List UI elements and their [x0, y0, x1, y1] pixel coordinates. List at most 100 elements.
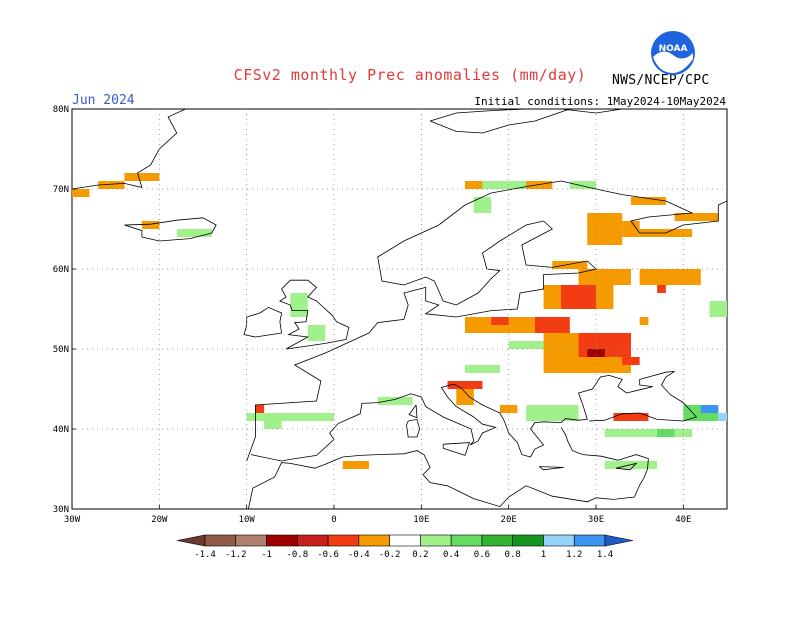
- lon-label: 10W: [239, 515, 256, 525]
- colorbar-label: 0.8: [505, 550, 521, 560]
- lat-label: 30N: [53, 505, 69, 515]
- anomaly-cell: [587, 349, 605, 357]
- coastline: [71, 108, 186, 190]
- anomaly-cell: [700, 405, 719, 413]
- anomaly-cell: [526, 405, 579, 421]
- colorbar-segment: [543, 534, 575, 547]
- colorbar-segment: [266, 534, 298, 547]
- colorbar-segment: [358, 534, 390, 547]
- logo-text: NOAA: [659, 44, 688, 54]
- coastline: [248, 427, 649, 510]
- anomaly-cell: [124, 173, 160, 181]
- anomaly-cell: [630, 197, 666, 205]
- coastline: [429, 108, 570, 134]
- anomaly-cell: [561, 285, 596, 309]
- anomaly-cell: [604, 429, 693, 437]
- anomaly-cell: [72, 189, 90, 197]
- lat-label: 50N: [53, 345, 69, 355]
- anomaly-cell: [491, 317, 509, 325]
- colorbar-label: -0.4: [348, 550, 370, 560]
- longitude-labels: 30W 20W 10W 0 10E 20E 30E 40E: [64, 515, 692, 525]
- coastline: [124, 217, 217, 242]
- colorbar-segment: [204, 534, 237, 547]
- anomaly-cell: [613, 413, 649, 421]
- coastline: [561, 108, 623, 114]
- noaa-logo-icon: NOAA: [651, 31, 695, 75]
- colorbar-label: -1.2: [225, 550, 247, 560]
- colorbar-label: 1.2: [566, 550, 582, 560]
- anomaly-cell: [526, 181, 553, 189]
- anomaly-cell: [622, 357, 640, 365]
- anomaly-cell: [552, 261, 588, 269]
- anomaly-cell: [246, 413, 334, 421]
- coastline: [408, 404, 418, 419]
- anomaly-cell: [473, 197, 492, 213]
- anomaly-cell: [674, 213, 719, 221]
- chart-title: CFSv2 monthly Prec anomalies (mm/day): [233, 66, 587, 84]
- colorbar-label: -1.4: [194, 550, 216, 560]
- lat-label: 70N: [53, 185, 69, 195]
- lon-label: 40E: [675, 515, 691, 525]
- gridlines: [71, 108, 727, 510]
- colorbar-label: -1: [261, 550, 272, 560]
- anomaly-cell: [569, 181, 596, 189]
- map-frame: [71, 108, 728, 510]
- agency-label: NWS/NCEP/CPC: [612, 73, 710, 88]
- latitude-labels: 80N 70N 60N 50N 40N 30N: [53, 105, 69, 515]
- anomaly-cell: [587, 213, 623, 245]
- colorbar-segment: [512, 534, 544, 547]
- coastline: [538, 466, 564, 471]
- anomaly-cell: [604, 333, 631, 349]
- lon-label: 20E: [501, 515, 517, 525]
- anomaly-cell: [456, 389, 474, 405]
- anomaly-cell: [718, 413, 727, 421]
- colorbar-label: 0.6: [474, 550, 490, 560]
- initial-conditions: Initial conditions: 1May2024-10May2024: [474, 95, 726, 108]
- colorbar-label: -0.2: [379, 550, 401, 560]
- coastline: [246, 180, 728, 462]
- colorbar-segment: [176, 534, 206, 547]
- anomaly-cell: [657, 429, 675, 437]
- colorbar-segment: [604, 534, 634, 547]
- anomaly-cell: [465, 365, 500, 373]
- coastline: [616, 462, 638, 471]
- colorbar-segment: [573, 534, 606, 547]
- coastline: [442, 442, 470, 456]
- anomaly-cell: [639, 269, 701, 285]
- anomaly-cell: [290, 293, 308, 317]
- anomaly-cell: [307, 325, 326, 341]
- colorbar-segment: [420, 534, 452, 547]
- anomaly-cell: [709, 301, 727, 317]
- forecast-month: Jun 2024: [72, 93, 135, 108]
- colorbar-label: 0.4: [443, 550, 459, 560]
- anomaly-cell: [377, 397, 413, 405]
- colorbar-label: -0.6: [317, 550, 339, 560]
- colorbar-segment: [235, 534, 267, 547]
- anomaly-cell: [255, 405, 265, 413]
- lat-label: 40N: [53, 425, 69, 435]
- coastline: [279, 279, 350, 350]
- anomaly-cell: [578, 269, 631, 285]
- anomaly-cell: [534, 317, 570, 333]
- anomaly-cell: [657, 285, 666, 293]
- colorbar-label: 1: [541, 550, 546, 560]
- lat-label: 80N: [53, 105, 69, 115]
- lon-label: 0: [331, 515, 336, 525]
- anomaly-cell: [342, 461, 369, 469]
- lon-label: 10E: [413, 515, 429, 525]
- anomaly-cell: [639, 317, 649, 325]
- colorbar-segment: [389, 534, 421, 547]
- colorbar-label: 1.4: [597, 550, 613, 560]
- colorbar-segment: [450, 534, 483, 547]
- coastlines: [71, 108, 728, 510]
- colorbar-segment: [297, 534, 329, 547]
- colorbar-segment: [327, 534, 360, 547]
- anomaly-cell: [141, 221, 160, 229]
- lat-label: 60N: [53, 265, 69, 275]
- colorbar-segment: [481, 534, 513, 547]
- coastline: [406, 418, 421, 438]
- colorbar-label: -0.8: [286, 550, 308, 560]
- coastline: [250, 371, 698, 462]
- colorbar: -1.4 -1.2 -1 -0.8 -0.6 -0.4 -0.2 0.2 0.4 0.6 0.8 1 1…: [176, 534, 634, 560]
